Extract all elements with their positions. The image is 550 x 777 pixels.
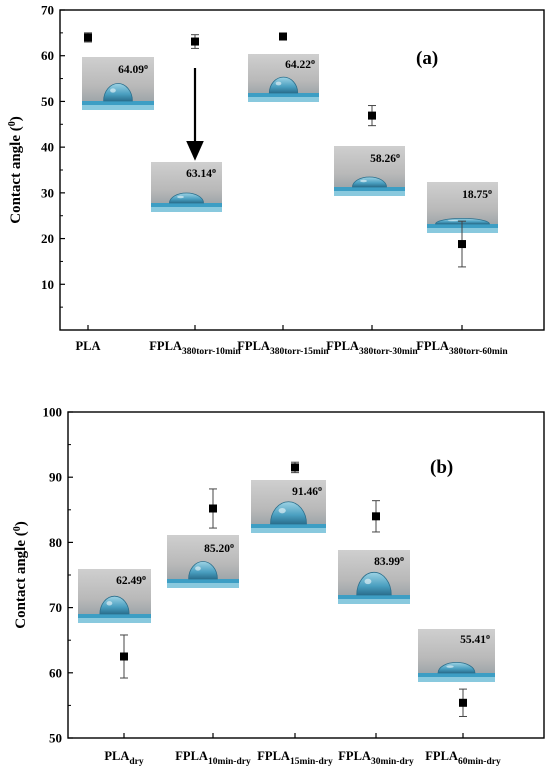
y-tick-label: 100 — [43, 405, 63, 420]
droplet-inset-photo: 83.99o — [338, 550, 410, 604]
x-tick-label: FPLA10min-dry — [175, 749, 251, 767]
substrate-reflection — [82, 105, 154, 110]
data-point — [368, 111, 376, 120]
water-droplet — [356, 571, 392, 596]
data-point — [120, 652, 128, 661]
chart-panel-b: 50 60 70 80 90 100 PLAdry FPLA10min-dry FPLA15mi… — [12, 405, 545, 767]
water-droplet — [437, 662, 476, 674]
contact-angle-label: 62.49o — [116, 573, 146, 587]
droplet-inset-photo: 62.49o — [78, 569, 151, 623]
x-tick-label: FPLA380torr-60min — [416, 339, 508, 357]
y-tick-label: 20 — [41, 231, 54, 246]
contact-angle-label: 85.20o — [204, 541, 234, 555]
substrate-reflection — [338, 599, 410, 604]
contact-angle-label: 91.46o — [292, 484, 322, 498]
droplet-inset-photo: 58.26o — [334, 146, 405, 196]
data-point — [191, 37, 199, 46]
data-point — [279, 32, 287, 41]
water-droplet — [99, 595, 130, 615]
x-tick-label: FPLA380torr-10min — [149, 339, 241, 357]
droplet-highlight — [195, 566, 201, 571]
droplet-inset-photo: 64.09o — [82, 57, 154, 110]
data-point — [84, 33, 92, 42]
water-droplet — [268, 76, 299, 94]
panel-label: (b) — [430, 457, 453, 478]
water-droplet — [169, 192, 204, 204]
y-axis-title: Contact angle (0) — [7, 116, 24, 224]
droplet-highlight — [275, 81, 282, 86]
x-tick-label: FPLA60min-dry — [425, 749, 501, 767]
x-tick-label: PLAdry — [104, 749, 144, 767]
contact-angle-label: 18.75o — [462, 187, 492, 201]
y-tick-label: 10 — [41, 277, 54, 292]
contact-angle-label: 64.09o — [118, 62, 148, 76]
contact-angle-label: 58.26o — [370, 151, 400, 165]
contact-angle-label: 83.99o — [374, 554, 404, 568]
data-point — [458, 240, 466, 249]
x-tick-label: FPLA380torr-30min — [326, 339, 418, 357]
droplet-highlight — [447, 219, 459, 222]
droplet-highlight — [360, 179, 367, 183]
water-droplet — [352, 176, 387, 188]
substrate-reflection — [151, 207, 222, 212]
data-point — [372, 512, 380, 521]
droplet-highlight — [110, 88, 116, 93]
panel-label: (a) — [416, 48, 438, 69]
y-tick-label: 70 — [41, 3, 54, 18]
y-tick-label: 80 — [49, 535, 62, 550]
y-axis-title: Contact angle (0) — [12, 521, 29, 629]
y-tick-label: 60 — [41, 48, 54, 63]
x-tick-label: FPLA380torr-15min — [237, 339, 329, 357]
contact-angle-label: 63.14o — [186, 166, 216, 180]
y-tick-label: 50 — [41, 94, 54, 109]
y-tick-label: 70 — [49, 600, 62, 615]
droplet-inset-photo: 64.22o — [248, 54, 319, 102]
water-droplet — [270, 501, 307, 525]
x-tick-label: FPLA30min-dry — [338, 749, 414, 767]
substrate-reflection — [418, 677, 495, 682]
water-droplet — [103, 83, 133, 102]
droplet-inset-photo: 85.20o — [167, 535, 239, 588]
contact-angle-label: 64.22o — [285, 57, 315, 71]
contact-angle-label: 55.41o — [460, 632, 490, 646]
x-tick-label: FPLA15min-dry — [257, 749, 333, 767]
y-tick-label: 50 — [49, 731, 62, 746]
substrate-reflection — [334, 191, 405, 196]
data-point — [459, 698, 467, 707]
substrate-reflection — [167, 583, 239, 588]
water-droplet — [188, 561, 218, 580]
y-tick-label: 90 — [49, 470, 62, 485]
droplet-highlight — [364, 578, 372, 585]
y-tick-label: 40 — [41, 140, 54, 155]
substrate-reflection — [248, 97, 319, 102]
data-point — [209, 504, 217, 513]
droplet-highlight — [278, 507, 286, 514]
droplet-highlight — [177, 195, 184, 199]
droplet-highlight — [446, 665, 454, 668]
y-tick-label: 30 — [41, 185, 54, 200]
substrate-reflection — [78, 618, 151, 623]
droplet-highlight — [106, 601, 113, 606]
x-tick-label: PLA — [76, 339, 101, 353]
droplet-inset-photo: 55.41o — [418, 629, 495, 682]
substrate-reflection — [251, 528, 326, 533]
droplet-inset-photo: 91.46o — [251, 480, 326, 533]
droplet-inset-photo: 63.14o — [151, 162, 222, 212]
data-point — [291, 463, 299, 472]
y-tick-label: 60 — [49, 665, 62, 680]
